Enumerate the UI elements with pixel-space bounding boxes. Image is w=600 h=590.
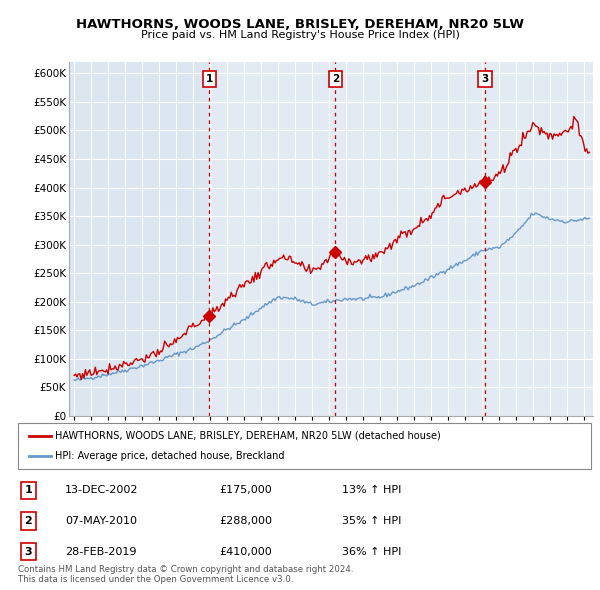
Text: Contains HM Land Registry data © Crown copyright and database right 2024.
This d: Contains HM Land Registry data © Crown c… [18, 565, 353, 584]
Text: 35% ↑ HPI: 35% ↑ HPI [342, 516, 401, 526]
Text: HAWTHORNS, WOODS LANE, BRISLEY, DEREHAM, NR20 5LW: HAWTHORNS, WOODS LANE, BRISLEY, DEREHAM,… [76, 18, 524, 31]
Text: 1: 1 [25, 486, 32, 495]
Bar [209, 62, 335, 416]
Text: HPI: Average price, detached house, Breckland: HPI: Average price, detached house, Brec… [55, 451, 285, 461]
Text: 13% ↑ HPI: 13% ↑ HPI [342, 486, 401, 495]
Text: 07-MAY-2010: 07-MAY-2010 [65, 516, 137, 526]
Text: 2: 2 [25, 516, 32, 526]
Bar [335, 62, 485, 416]
Text: 3: 3 [481, 74, 488, 84]
Text: 13-DEC-2002: 13-DEC-2002 [65, 486, 139, 495]
Text: Price paid vs. HM Land Registry's House Price Index (HPI): Price paid vs. HM Land Registry's House … [140, 30, 460, 40]
Text: HAWTHORNS, WOODS LANE, BRISLEY, DEREHAM, NR20 5LW (detached house): HAWTHORNS, WOODS LANE, BRISLEY, DEREHAM,… [55, 431, 441, 441]
Text: 1: 1 [206, 74, 213, 84]
Text: 36% ↑ HPI: 36% ↑ HPI [342, 547, 401, 556]
Text: £288,000: £288,000 [219, 516, 272, 526]
Text: 2: 2 [332, 74, 339, 84]
Bar [485, 62, 593, 416]
Text: 3: 3 [25, 547, 32, 556]
Text: 28-FEB-2019: 28-FEB-2019 [65, 547, 136, 556]
Text: £410,000: £410,000 [219, 547, 272, 556]
Text: £175,000: £175,000 [219, 486, 272, 495]
